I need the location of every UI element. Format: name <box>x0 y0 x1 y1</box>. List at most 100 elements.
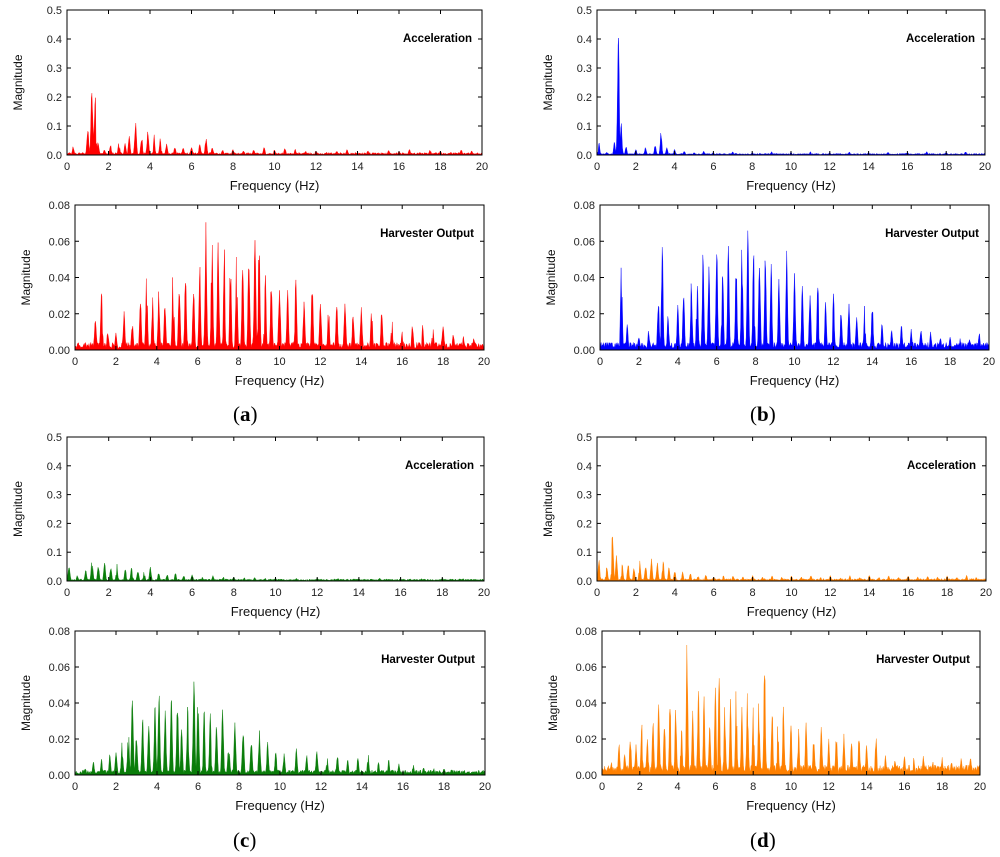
x-tick-label-d-acc: 16 <box>902 587 914 599</box>
y-tick-label-d-acc: 0.0 <box>577 576 592 588</box>
x-tick-label-a-out: 12 <box>314 356 326 368</box>
y-tick-label-a-out: 0.08 <box>49 200 70 212</box>
x-tick-label-d-out: 8 <box>750 781 756 793</box>
x-tick-label-b-out: 20 <box>983 356 995 368</box>
plot-title-b-acc: Acceleration <box>906 33 975 45</box>
y-tick-label-b-acc: 0.4 <box>577 34 592 46</box>
y-tick-label-b-acc: 0.0 <box>577 150 592 162</box>
x-tick-label-d-acc: 18 <box>941 587 953 599</box>
x-tick-label-c-out: 12 <box>315 781 327 793</box>
x-tick-label-b-out: 14 <box>866 356 878 368</box>
y-tick-label-c-acc: 0.4 <box>47 461 62 473</box>
plot-title-a-acc: Acceleration <box>403 33 472 45</box>
chart-c-acc: 0 2 4 6 8 10 12 14 16 18 20 0.0 0.1 0.2 0.3 0.4 0.5 Frequ… <box>11 432 490 619</box>
x-tick-label-a-out: 18 <box>437 356 449 368</box>
y-tick-label-c-acc: 0.1 <box>47 547 62 559</box>
x-tick-label-a-acc: 18 <box>434 161 446 173</box>
y-tick-label-a-acc: 0.0 <box>47 150 62 162</box>
y-tick-label-d-out: 0.04 <box>576 698 597 710</box>
plot-title-b-out: Harvester Output <box>885 228 979 240</box>
x-tick-label-b-out: 0 <box>597 356 603 368</box>
x-tick-label-a-acc: 6 <box>188 161 194 173</box>
x-tick-label-a-out: 2 <box>113 356 119 368</box>
x-tick-label-d-out: 6 <box>712 781 718 793</box>
x-tick-label-d-out: 2 <box>637 781 643 793</box>
x-tick-label-c-out: 4 <box>154 781 160 793</box>
plot-title-d-out: Harvester Output <box>876 654 970 666</box>
y-axis-label-a-acc: Magnitude <box>11 54 25 110</box>
y-tick-label-d-acc: 0.5 <box>577 432 592 444</box>
chart-a-acc: 0 2 4 6 8 10 12 14 16 18 20 0.0 0.1 0.2 0.3 0.4 0.5 Frequ… <box>11 5 488 193</box>
y-tick-label-d-acc: 0.3 <box>577 490 592 502</box>
x-tick-label-c-out: 10 <box>274 781 286 793</box>
x-axis-label-c-acc: Frequency (Hz) <box>231 604 321 619</box>
x-tick-label-c-acc: 8 <box>231 587 237 599</box>
y-tick-label-c-acc: 0.3 <box>47 490 62 502</box>
y-tick-label-c-acc: 0.0 <box>47 576 62 588</box>
y-tick-label-c-out: 0.06 <box>49 662 70 674</box>
x-tick-label-a-out: 14 <box>355 356 367 368</box>
x-tick-label-a-out: 8 <box>236 356 242 368</box>
y-tick-label-d-out: 0.02 <box>576 734 597 746</box>
x-tick-label-b-out: 12 <box>827 356 839 368</box>
x-tick-label-d-acc: 8 <box>750 587 756 599</box>
x-tick-label-b-acc: 2 <box>633 161 639 173</box>
x-tick-label-a-acc: 10 <box>268 161 280 173</box>
x-tick-label-d-acc: 20 <box>980 587 992 599</box>
spectrum-area-d-out <box>601 644 981 776</box>
x-tick-label-d-acc: 14 <box>863 587 875 599</box>
x-tick-label-c-acc: 12 <box>311 587 323 599</box>
chart-c-out: 0 2 4 6 8 10 12 14 16 18 20 0.00 0.02 0.04 0.06 0.08 Fre… <box>19 626 491 813</box>
x-tick-label-b-out: 8 <box>753 356 759 368</box>
y-tick-label-b-out: 0.04 <box>574 273 595 285</box>
y-tick-label-d-acc: 0.2 <box>577 518 592 530</box>
y-axis-label-d-acc: Magnitude <box>541 481 555 537</box>
x-tick-label-a-out: 20 <box>478 356 490 368</box>
x-tick-label-a-out: 6 <box>195 356 201 368</box>
x-tick-label-b-out: 16 <box>905 356 917 368</box>
x-tick-label-a-out: 16 <box>396 356 408 368</box>
x-axis-label-d-acc: Frequency (Hz) <box>747 604 837 619</box>
spectrum-area-a-acc <box>66 93 483 156</box>
x-tick-label-a-acc: 14 <box>351 161 363 173</box>
x-tick-label-a-acc: 0 <box>64 161 70 173</box>
x-tick-label-c-out: 14 <box>356 781 368 793</box>
x-tick-label-c-acc: 16 <box>394 587 406 599</box>
x-tick-label-c-acc: 10 <box>269 587 281 599</box>
y-tick-label-b-acc: 0.1 <box>577 121 592 133</box>
x-tick-label-d-out: 14 <box>860 781 872 793</box>
x-tick-label-b-acc: 20 <box>979 161 991 173</box>
y-tick-label-a-out: 0.00 <box>49 345 70 357</box>
x-axis-label-d-out: Frequency (Hz) <box>746 798 836 813</box>
y-tick-label-c-out: 0.04 <box>49 698 70 710</box>
panel-label-b: (b) <box>750 402 776 426</box>
x-tick-label-d-out: 16 <box>898 781 910 793</box>
x-tick-label-b-out: 4 <box>675 356 681 368</box>
x-tick-label-b-acc: 0 <box>594 161 600 173</box>
y-tick-label-a-acc: 0.2 <box>47 92 62 104</box>
spectrum-area-d-acc <box>596 536 987 582</box>
x-tick-label-c-acc: 18 <box>436 587 448 599</box>
plot-frame-c-acc <box>66 436 485 582</box>
x-tick-label-a-out: 0 <box>72 356 78 368</box>
plot-frame-b-acc <box>596 9 986 156</box>
x-tick-label-d-out: 10 <box>785 781 797 793</box>
y-tick-label-d-out: 0.06 <box>576 662 597 674</box>
x-tick-label-b-acc: 18 <box>940 161 952 173</box>
y-tick-label-c-out: 0.02 <box>49 734 70 746</box>
x-tick-label-c-acc: 0 <box>64 587 70 599</box>
x-tick-label-b-acc: 6 <box>710 161 716 173</box>
x-tick-label-b-out: 18 <box>944 356 956 368</box>
panel-label-d-letter: d <box>757 828 769 852</box>
x-tick-label-b-acc: 12 <box>824 161 836 173</box>
panel-label-a: (a) <box>233 402 258 426</box>
x-tick-label-a-acc: 4 <box>147 161 153 173</box>
y-tick-label-b-out: 0.02 <box>574 309 595 321</box>
plot-title-a-out: Harvester Output <box>380 228 474 240</box>
chart-b-out: 0 2 4 6 8 10 12 14 16 18 20 0.00 0.02 0.04 0.06 0.08 Fre… <box>544 200 995 388</box>
y-tick-label-b-acc: 0.2 <box>577 92 592 104</box>
x-tick-label-d-acc: 10 <box>785 587 797 599</box>
x-tick-label-c-out: 2 <box>113 781 119 793</box>
panel-label-a-letter: a <box>240 402 251 426</box>
